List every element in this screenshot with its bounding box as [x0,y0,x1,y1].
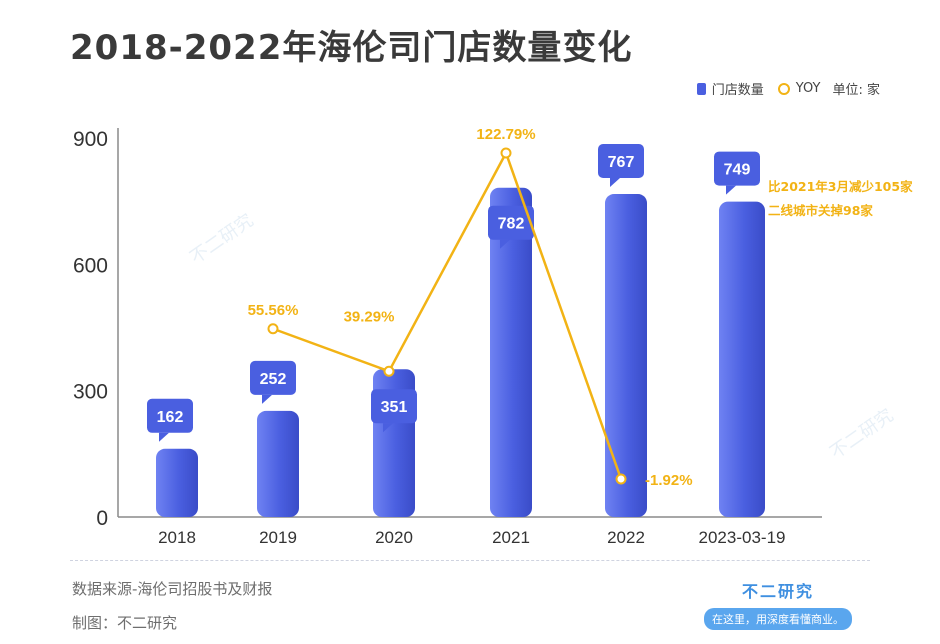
brand-name: 不二研究 [741,582,814,601]
legend-bar-swatch [696,82,706,95]
legend-bar-label: 门店数量 [711,83,764,98]
chart-title: 2018-2022年海伦司门店数量变化 [70,28,633,68]
bar-value-label: 767 [608,154,635,171]
bar [490,187,532,518]
value-callout-tail [262,394,272,404]
bar [156,448,198,517]
chart-maker: 制图：不二研究 [72,614,178,632]
footer-divider [70,560,870,561]
legend: 门店数量 YOY 单位: 家 [696,79,880,98]
yoy-point [500,147,512,159]
value-callout-tail [383,423,393,433]
value-callout [488,205,534,240]
legend-line-swatch [777,82,790,95]
bar-value-label: 252 [260,371,287,388]
brand-slogan: 在这里，用深度看懂商业。 [704,608,852,630]
x-tick-label: 2020 [375,528,413,547]
value-callout [371,389,417,424]
yoy-line [272,151,623,480]
bar [719,201,765,518]
brand-block: 不二研究 在这里，用深度看懂商业。 [688,578,868,630]
x-tick-label: 2022 [607,528,645,547]
x-tick-label: 2021 [492,528,530,547]
legend-line-label: YOY [795,81,821,96]
annotation-text: 二线城市关掉98家 [768,203,873,218]
value-callout [250,360,296,395]
y-tick-label: 600 [73,254,108,277]
x-tick-label: 2023-03-19 [699,528,786,547]
bar [605,194,647,517]
yoy-point [383,365,395,377]
data-source: 数据来源-海伦司招股书及财报 [72,580,273,598]
bar-value-label: 749 [724,162,751,179]
x-tick-label: 2018 [158,528,196,547]
y-tick-label: 0 [96,507,108,530]
yoy-value-label: -1.92% [645,472,693,489]
yoy-point [267,323,279,335]
value-callout-tail [726,185,736,195]
yoy-value-label: 122.79% [476,126,535,143]
bar-value-label: 351 [381,399,408,416]
x-tick-label: 2019 [259,528,297,547]
value-callout-tail [610,178,620,188]
bar-value-label: 162 [157,409,184,426]
y-tick-label: 300 [73,381,108,404]
bar-value-label: 782 [498,216,525,233]
value-callout [714,151,760,186]
yoy-value-label: 39.29% [344,308,395,325]
annotation-text: 比2021年3月减少105家 [768,179,913,194]
yoy-point [615,473,627,485]
bar [257,410,299,517]
value-callout-tail [159,432,169,442]
value-callout-tail [500,239,510,249]
y-tick-label: 900 [73,128,108,151]
legend-unit: 单位: 家 [832,83,880,98]
value-callout [598,144,644,179]
yoy-value-label: 55.56% [248,302,299,319]
value-callout [147,398,193,433]
